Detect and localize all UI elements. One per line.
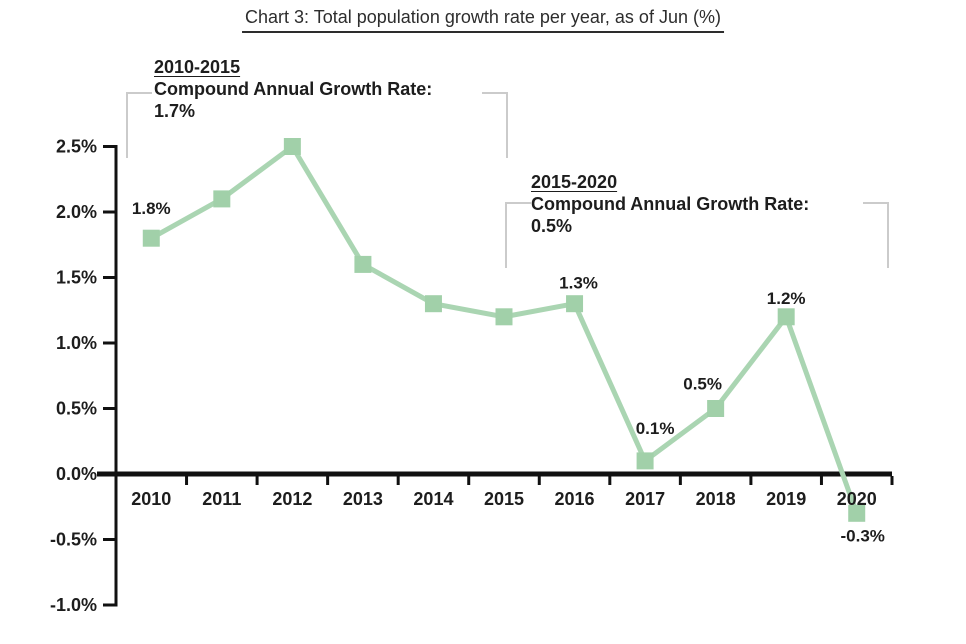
x-tick-label-2018: 2018 (696, 489, 736, 509)
data-point-marker-2020 (848, 504, 866, 522)
y-tick-label: 1.5% (56, 268, 97, 288)
x-tick-label-2012: 2012 (272, 489, 312, 509)
x-tick-label-2017: 2017 (625, 489, 665, 509)
value-label-2018: 0.5% (683, 375, 722, 394)
data-point-marker-2015 (495, 308, 513, 326)
annotation-cagr-value-2015-2020: 0.5% (531, 216, 573, 236)
y-tick-label: 0.0% (56, 464, 97, 484)
x-tick-label-2014: 2014 (413, 489, 453, 509)
value-label-2020: -0.3% (841, 526, 885, 545)
value-label-2017: 0.1% (636, 419, 675, 438)
x-tick-label-2016: 2016 (555, 489, 595, 509)
y-tick-label: 0.5% (56, 399, 97, 419)
x-tick-label-2015: 2015 (484, 489, 524, 509)
annotation-period-2010-2015: 2010-2015 (154, 57, 241, 77)
x-tick-label-2020: 2020 (837, 489, 877, 509)
x-tick-label-2019: 2019 (766, 489, 806, 509)
bracket-2010-2015-right-corner (482, 92, 508, 158)
y-tick-label: -0.5% (50, 530, 97, 550)
x-tick-label-2011: 2011 (202, 489, 241, 509)
data-point-marker-2010 (142, 229, 160, 247)
value-label-2016: 1.3% (559, 274, 598, 293)
bracket-2015-2020-right-corner (863, 202, 889, 268)
bracket-2010-2015-left-corner (126, 92, 152, 158)
annotation-cagr-label-2015-2020: Compound Annual Growth Rate: (531, 194, 810, 214)
y-tick-label: 2.0% (56, 202, 97, 222)
value-label-2019: 1.2% (767, 289, 806, 308)
y-tick-label: 2.5% (56, 137, 97, 157)
annotation-cagr-label-2010-2015: Compound Annual Growth Rate: (154, 79, 433, 99)
x-tick-label-2010: 2010 (131, 489, 171, 509)
data-point-marker-2019 (777, 308, 795, 326)
data-point-marker-2017 (636, 452, 654, 470)
value-label-2010: 1.8% (132, 199, 171, 218)
y-tick-label: -1.0% (50, 595, 97, 615)
chart-title: Chart 3: Total population growth rate pe… (242, 7, 724, 33)
bracket-2015-2020-left-corner (505, 202, 531, 268)
data-point-marker-2014 (424, 295, 442, 313)
annotation-period-2015-2020: 2015-2020 (531, 172, 618, 192)
data-point-marker-2018 (707, 400, 725, 417)
annotation-cagr-value-2010-2015: 1.7% (154, 101, 196, 121)
data-point-marker-2016 (566, 295, 584, 313)
x-tick-label-2013: 2013 (343, 489, 383, 509)
data-point-marker-2012 (283, 138, 301, 155)
annotation-cagr-2010-2015: 2010-2015 Compound Annual Growth Rate: 1… (154, 56, 432, 122)
y-tick-label: 1.0% (56, 333, 97, 353)
data-point-marker-2011 (213, 190, 231, 208)
annotation-cagr-2015-2020: 2015-2020 Compound Annual Growth Rate: 0… (531, 171, 809, 237)
data-point-marker-2013 (354, 255, 372, 273)
growth-rate-line (150, 142, 860, 515)
